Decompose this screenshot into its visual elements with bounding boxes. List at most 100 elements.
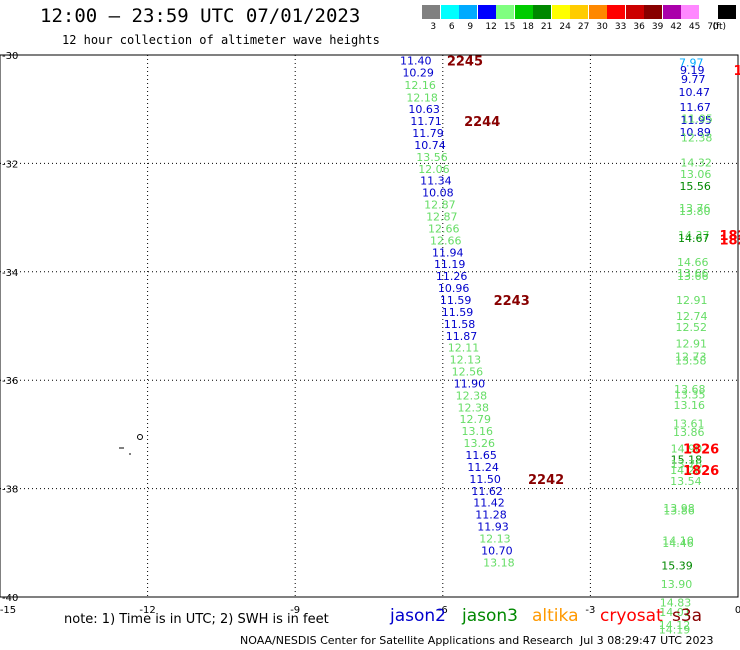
wave-height-value: 12.87 [426,211,458,224]
wave-height-value: 11.28 [475,509,507,522]
wave-height-value: 13.80 [679,205,711,218]
legend-swatch [607,5,625,19]
legend-swatch [662,5,681,19]
pass-time-label: 2245 [447,54,483,69]
wave-height-value: 12.18 [406,91,438,104]
legend-bin-label: 15 [503,22,516,32]
pass-time-label: 1826 [683,464,719,479]
pass-time-label: 2243 [494,294,530,309]
map-gridlines [0,55,738,597]
wave-height-value: 10.08 [422,187,454,200]
wave-height-value: 15.39 [661,560,693,573]
wave-height-value: 10.63 [408,103,440,116]
island-marker [137,434,143,440]
wave-height-value: 12.66 [428,222,460,235]
legend-swatch [459,5,477,19]
wave-height-value: 13.61 [673,418,705,431]
footer-note: note: 1) Time is in UTC; 2) SWH is in fe… [64,612,329,627]
wave-height-value: 12.66 [430,234,462,247]
wave-height-value: 9.19 [680,64,705,77]
wave-height-value: 14.10 [662,535,694,548]
wave-height-value: 13.76 [679,202,711,215]
wave-height-value: 11.62 [471,485,503,498]
legend-bin-label: 3 [430,22,437,32]
wave-height-value: 10.96 [438,282,470,295]
wave-height-value: 14.01 [659,606,691,619]
wave-height-value: 12.38 [456,389,488,402]
wave-height-value: 14.66 [677,256,709,269]
x-tick-label: 0 [735,605,740,616]
wave-height-value: 10.70 [481,544,513,557]
wave-height-value: 13.76 [671,458,703,471]
wave-height-value: 11.24 [467,461,499,474]
wave-height-value: 13.98 [663,502,695,515]
wave-height-value: 12.91 [676,337,708,350]
pass-time-label: 182 [720,233,740,248]
legend-swatch [514,5,533,19]
page-subtitle: 12 hour collection of altimeter wave hei… [62,33,380,47]
wave-height-value: 14.90 [671,442,703,455]
island-outline [119,434,143,455]
wave-height-value: 12.74 [676,310,708,323]
satellite-name: jason3 [462,606,518,626]
wave-height-value: 14.46 [662,537,694,550]
legend-swatch [570,5,588,19]
y-tick-label: -40 [2,593,18,604]
pass-time-label: 2242 [528,473,564,488]
wave-height-value: 11.40 [400,54,432,67]
legend-bin-label: 21 [540,22,553,32]
legend-swatch [699,5,718,19]
y-tick-label: -38 [2,485,18,496]
wave-height-value: 13.26 [463,437,495,450]
wave-height-value: 15.56 [679,180,711,193]
wave-height-value: 11.71 [410,115,442,128]
wave-height-value: 10.89 [679,126,711,139]
wave-height-value: 14.19 [659,624,691,637]
wave-height-value: 12.91 [676,294,708,307]
wave-height-value: 13.86 [663,504,695,517]
legend-bin-label: 24 [559,22,571,32]
wave-observations: 11.4010.2912.1612.1810.6311.7111.7910.74… [400,54,713,636]
wave-height-value: 12.38 [458,401,490,414]
wave-height-value: 11.59 [442,306,474,319]
map-tick-labels: -15 -12 -9 -6 -3 0-30-32-34-36-38-40 [0,51,740,616]
wave-height-value: 14.26 [670,464,702,477]
wave-height-value: 12.13 [450,354,482,367]
wave-height-value: 12.56 [452,366,484,379]
y-tick-label: -36 [2,376,18,387]
wave-height-value: 10.74 [414,139,446,152]
legend-bin-label: 39 [651,22,664,32]
wave-height-value: 11.19 [434,258,466,271]
wave-height-value: 11.34 [420,175,452,188]
legend-bin-label: 70 [707,22,719,32]
pass-time-label: 1 [733,64,740,79]
x-tick-label: -3 [585,605,595,616]
generated-timestamp: Jul 3 08:29:47 UTC 2023 [580,634,714,647]
wave-height-value: 11.67 [679,101,711,114]
wave-height-value: 13.66 [677,270,709,283]
legend-bin-label: 45 [688,22,701,32]
wave-height-value: 7.97 [679,57,704,70]
wave-height-value: 13.66 [677,267,709,280]
legend-swatch [551,5,570,19]
x-tick-label: -15 [0,605,16,616]
map-frame [0,54,739,598]
legend-bin-label: 18 [522,22,534,32]
legend-swatch [533,5,551,19]
wave-height-value: 14.67 [678,232,710,245]
wave-height-value: 14.37 [678,229,710,242]
legend-bin-label: 42 [670,22,682,32]
wave-height-value: 14.12 [659,619,691,632]
wave-height-value: 11.42 [473,497,505,510]
wave-height-value: 11.95 [681,112,713,125]
wave-height-value: 13.58 [675,355,707,368]
credit-text: NOAA/NESDIS Center for Satellite Applica… [240,634,574,647]
legend-swatch [477,5,496,19]
wave-height-value: 11.94 [432,246,464,259]
wave-height-value: 11.93 [477,521,509,534]
legend-bin-label: 36 [633,22,645,32]
legend-bin-label: 6 [448,22,455,32]
wave-height-value: 11.58 [444,318,476,331]
satellite-name: altika [532,606,579,626]
